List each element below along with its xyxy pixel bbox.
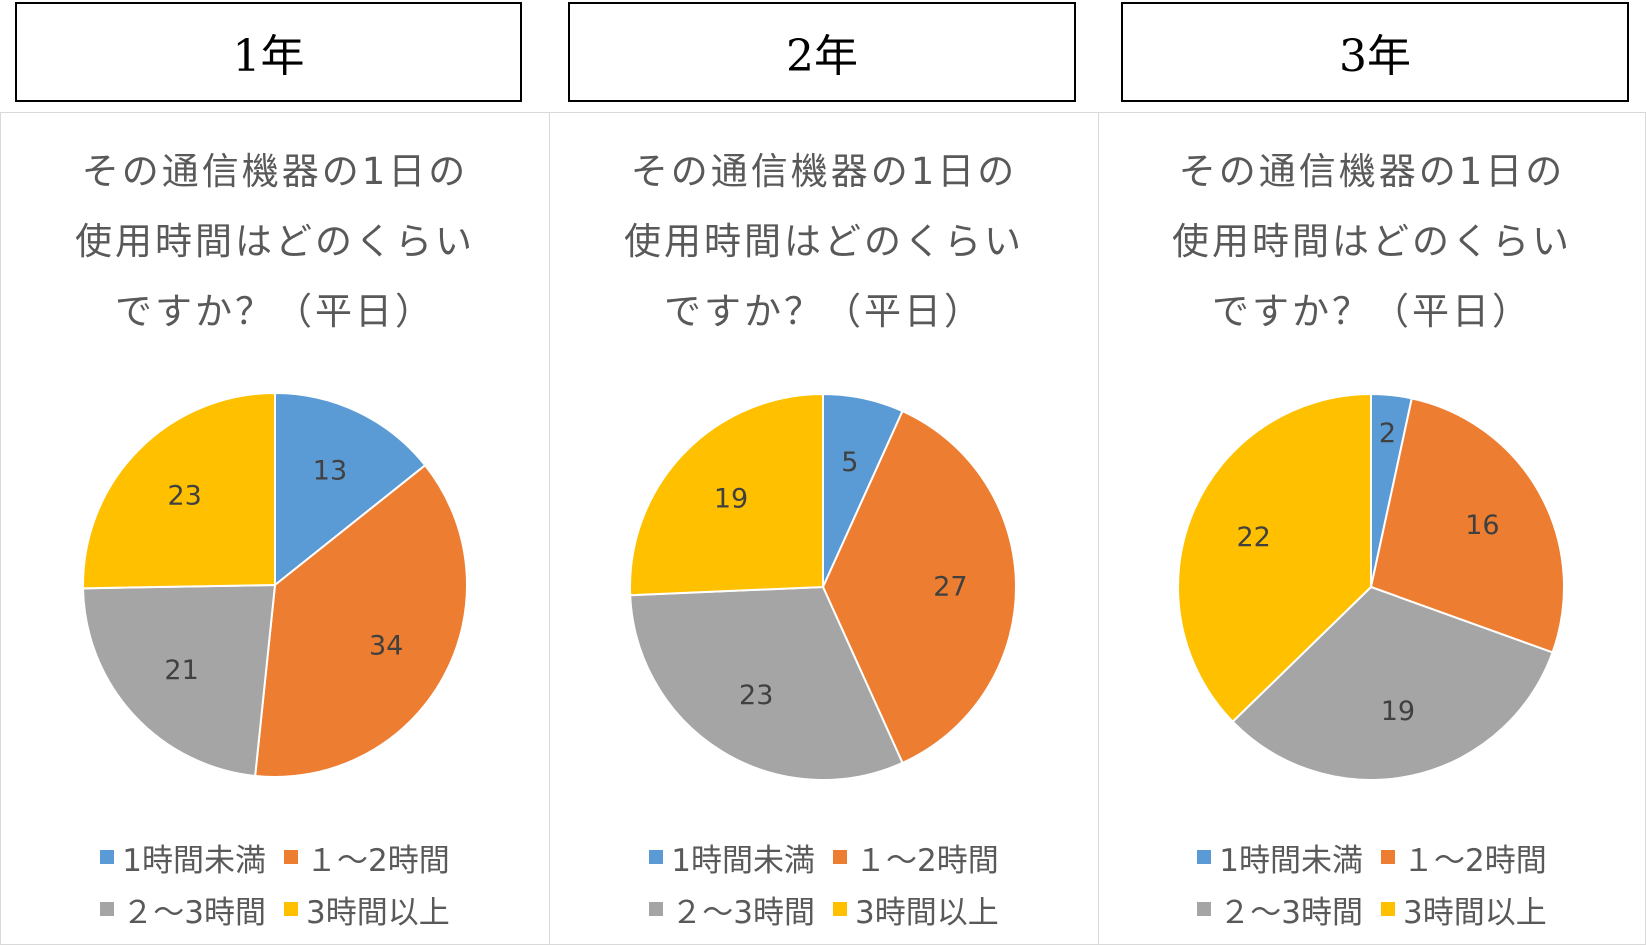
pie-data-label: 23: [739, 680, 773, 711]
chart-title-line: 使用時間はどのくらい: [624, 220, 1024, 263]
legend-label: 1時間未満: [1219, 842, 1363, 879]
legend-swatch: [649, 850, 664, 864]
legend-label: ２～3時間: [122, 894, 266, 931]
pie-chart: 13 34 21 23: [82, 391, 468, 778]
legend-swatch: [1197, 902, 1212, 916]
legend-item: 3時間以上: [833, 887, 999, 932]
chart-title-line: 使用時間はどのくらい: [75, 220, 475, 263]
pie-data-label: 2: [1379, 418, 1396, 449]
legend: 1時間未満 １～2時間 ２～3時間 3時間以上: [550, 831, 1098, 935]
pie-slice: [1177, 392, 1372, 724]
legend-swatch: [1197, 850, 1212, 864]
pie-chart: 2 16 19 22: [1177, 392, 1565, 781]
legend-label: ２～3時間: [1219, 894, 1363, 931]
legend-item: １～2時間: [1381, 835, 1547, 880]
legend-item: １～2時間: [284, 835, 450, 880]
legend-label: ２～3時間: [671, 894, 815, 931]
legend-label: 3時間以上: [1403, 894, 1547, 931]
pie-slice: [1369, 397, 1565, 654]
legend-swatch: [284, 902, 298, 916]
legend: 1時間未満 １～2時間 ２～3時間 3時間以上: [1, 831, 549, 935]
legend-label: １～2時間: [306, 842, 450, 879]
chart-title-line: 使用時間はどのくらい: [1172, 220, 1572, 263]
legend-swatch: [1381, 902, 1395, 916]
legend-item: 3時間以上: [284, 887, 450, 932]
legend-label: 3時間以上: [306, 894, 450, 931]
legend-swatch: [1381, 850, 1395, 864]
chart-title: その通信機器の1日の 使用時間はどのくらい ですか？（平日）: [550, 137, 1098, 347]
pie-data-label: 23: [167, 481, 201, 512]
pie-slice: [821, 409, 1017, 765]
pie-slice: [1231, 585, 1554, 781]
pie-slice: [274, 391, 427, 588]
pie-data-label: 13: [313, 455, 347, 486]
chart-title-line: その通信機器の1日の: [1178, 150, 1566, 193]
legend-label: 3時間以上: [855, 894, 999, 931]
grade-header-1: 1年: [15, 2, 522, 102]
legend-swatch: [833, 902, 847, 916]
grade-header-2: 2年: [568, 2, 1076, 102]
legend-item: ２～3時間: [1197, 887, 1363, 932]
legend-item: ２～3時間: [100, 887, 266, 932]
legend-item: 3時間以上: [1381, 887, 1547, 932]
chart-title-line: その通信機器の1日の: [630, 150, 1018, 193]
legend-swatch: [100, 850, 115, 864]
pie-slice: [629, 392, 824, 597]
pie-data-label: 19: [1381, 696, 1415, 727]
chart-panel-2: その通信機器の1日の 使用時間はどのくらい ですか？（平日） 5 27 23 19 1…: [549, 112, 1099, 945]
legend-swatch: [649, 902, 664, 916]
legend-swatch: [284, 850, 298, 864]
chart-title-line: ですか？（平日）: [664, 290, 984, 333]
legend-item: １～2時間: [833, 835, 999, 880]
legend-item: 1時間未満: [100, 835, 266, 880]
chart-title-line: ですか？（平日）: [1212, 290, 1532, 333]
legend-item: ２～3時間: [649, 887, 815, 932]
grade-header-3: 3年: [1121, 2, 1629, 102]
pie-data-label: 5: [841, 447, 858, 478]
legend-label: 1時間未満: [671, 842, 815, 879]
pie-data-label: 27: [933, 572, 967, 603]
pie-data-label: 16: [1465, 510, 1499, 541]
pie-slice: [82, 391, 276, 590]
legend-label: 1時間未満: [122, 842, 266, 879]
chart-title-line: ですか？（平日）: [115, 290, 435, 333]
chart-title: その通信機器の1日の 使用時間はどのくらい ですか？（平日）: [1099, 137, 1645, 347]
pie-data-label: 34: [369, 630, 403, 661]
chart-panel-3: その通信機器の1日の 使用時間はどのくらい ですか？（平日） 2 16 19 22 1…: [1098, 112, 1646, 945]
pie-data-label: 21: [164, 655, 198, 686]
pie-data-label: 22: [1236, 522, 1270, 553]
legend-swatch: [100, 902, 115, 916]
pie-slice: [629, 585, 904, 781]
legend-label: １～2時間: [1403, 842, 1547, 879]
chart-title-line: その通信機器の1日の: [81, 150, 469, 193]
pie-slice: [254, 463, 468, 778]
pie-chart: 5 27 23 19: [629, 392, 1017, 781]
legend-label: １～2時間: [855, 842, 999, 879]
chart-title: その通信機器の1日の 使用時間はどのくらい ですか？（平日）: [1, 137, 549, 347]
legend-item: 1時間未満: [649, 835, 815, 880]
pie-slice: [82, 583, 277, 778]
legend-swatch: [833, 850, 847, 864]
legend: 1時間未満 １～2時間 ２～3時間 3時間以上: [1099, 831, 1645, 935]
pie-data-label: 19: [714, 483, 748, 514]
chart-panel-1: その通信機器の1日の 使用時間はどのくらい ですか？（平日） 13 34 21 23 …: [0, 112, 550, 945]
legend-item: 1時間未満: [1197, 835, 1363, 880]
